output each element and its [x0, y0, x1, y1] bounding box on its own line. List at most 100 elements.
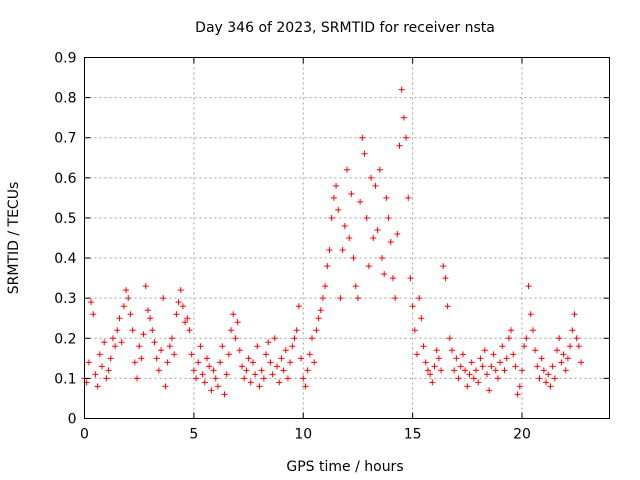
data-point [129, 327, 136, 334]
data-point [470, 375, 477, 382]
data-point [569, 327, 576, 334]
data-point [547, 383, 554, 390]
data-point [243, 367, 250, 374]
data-point [309, 335, 315, 342]
data-point [492, 367, 499, 374]
data-point [372, 182, 379, 189]
data-point [263, 351, 270, 358]
data-point [431, 363, 438, 370]
data-point [333, 182, 340, 189]
data-point [571, 311, 578, 318]
data-point [403, 134, 410, 141]
y-tick-label: 0.9 [54, 51, 76, 67]
data-point [529, 327, 536, 334]
data-point [315, 315, 322, 322]
data-point [239, 363, 245, 370]
data-point [328, 214, 335, 221]
data-point [532, 347, 539, 354]
data-point [464, 383, 471, 390]
data-point [107, 355, 114, 362]
data-point [459, 351, 466, 358]
data-point [543, 379, 550, 386]
data-point [317, 307, 324, 314]
data-points [81, 86, 585, 398]
data-point [214, 383, 221, 390]
data-point [105, 367, 112, 374]
data-point [280, 367, 287, 374]
data-point [199, 371, 206, 378]
data-point [523, 335, 530, 342]
y-tick-label: 0.3 [54, 291, 76, 307]
data-point [88, 299, 95, 306]
data-point [319, 295, 326, 302]
data-point [313, 327, 320, 334]
data-point [265, 339, 272, 346]
data-point [407, 275, 414, 282]
data-point [405, 194, 412, 201]
x-tick-labels: 0 5 10 15 20 [80, 427, 531, 443]
data-point [394, 230, 401, 237]
data-point [101, 339, 108, 346]
data-point [556, 335, 563, 342]
data-point [208, 387, 215, 394]
data-point [127, 311, 134, 318]
data-point [411, 327, 418, 334]
data-point [545, 371, 552, 378]
data-point [475, 379, 482, 386]
data-point [558, 359, 565, 366]
data-point [241, 375, 248, 382]
data-point [221, 391, 228, 398]
data-point [562, 367, 569, 374]
y-tick-label: 0.8 [54, 91, 76, 107]
data-point [311, 359, 318, 366]
data-point [247, 379, 254, 386]
data-point [381, 271, 388, 278]
data-point [256, 383, 263, 390]
data-point [488, 363, 495, 370]
data-point [396, 142, 403, 149]
data-point [144, 307, 151, 314]
data-point [160, 295, 167, 302]
data-point [357, 198, 364, 205]
data-point [96, 351, 103, 358]
x-tick-label: 0 [80, 427, 89, 443]
data-point [252, 371, 259, 378]
data-point [350, 255, 357, 262]
data-point [158, 347, 165, 354]
data-point [269, 371, 276, 378]
data-point [376, 166, 383, 173]
data-point [420, 343, 427, 350]
data-point [501, 367, 508, 374]
data-point [519, 367, 525, 374]
data-point [219, 343, 226, 350]
data-point [466, 371, 473, 378]
data-point [365, 263, 372, 270]
data-point [298, 355, 305, 362]
data-point [446, 335, 453, 342]
data-point [337, 295, 344, 302]
data-point [193, 375, 200, 382]
data-point [341, 222, 348, 229]
data-point [486, 387, 493, 394]
data-point [536, 375, 543, 382]
plot-frame [84, 57, 610, 419]
data-point [85, 359, 92, 366]
data-point [324, 263, 331, 270]
data-point [346, 235, 353, 241]
data-point [444, 303, 451, 310]
data-point [527, 311, 534, 318]
data-point [449, 347, 455, 354]
data-point [525, 283, 532, 290]
data-point [92, 371, 99, 378]
data-point [267, 359, 274, 366]
data-point [94, 383, 101, 390]
data-point [494, 375, 501, 382]
data-point [276, 379, 283, 386]
data-point [370, 235, 377, 241]
data-point [573, 335, 580, 342]
data-point [201, 379, 208, 386]
data-point [295, 303, 302, 310]
data-point [422, 359, 429, 366]
data-point [204, 355, 210, 362]
data-point [190, 367, 197, 374]
